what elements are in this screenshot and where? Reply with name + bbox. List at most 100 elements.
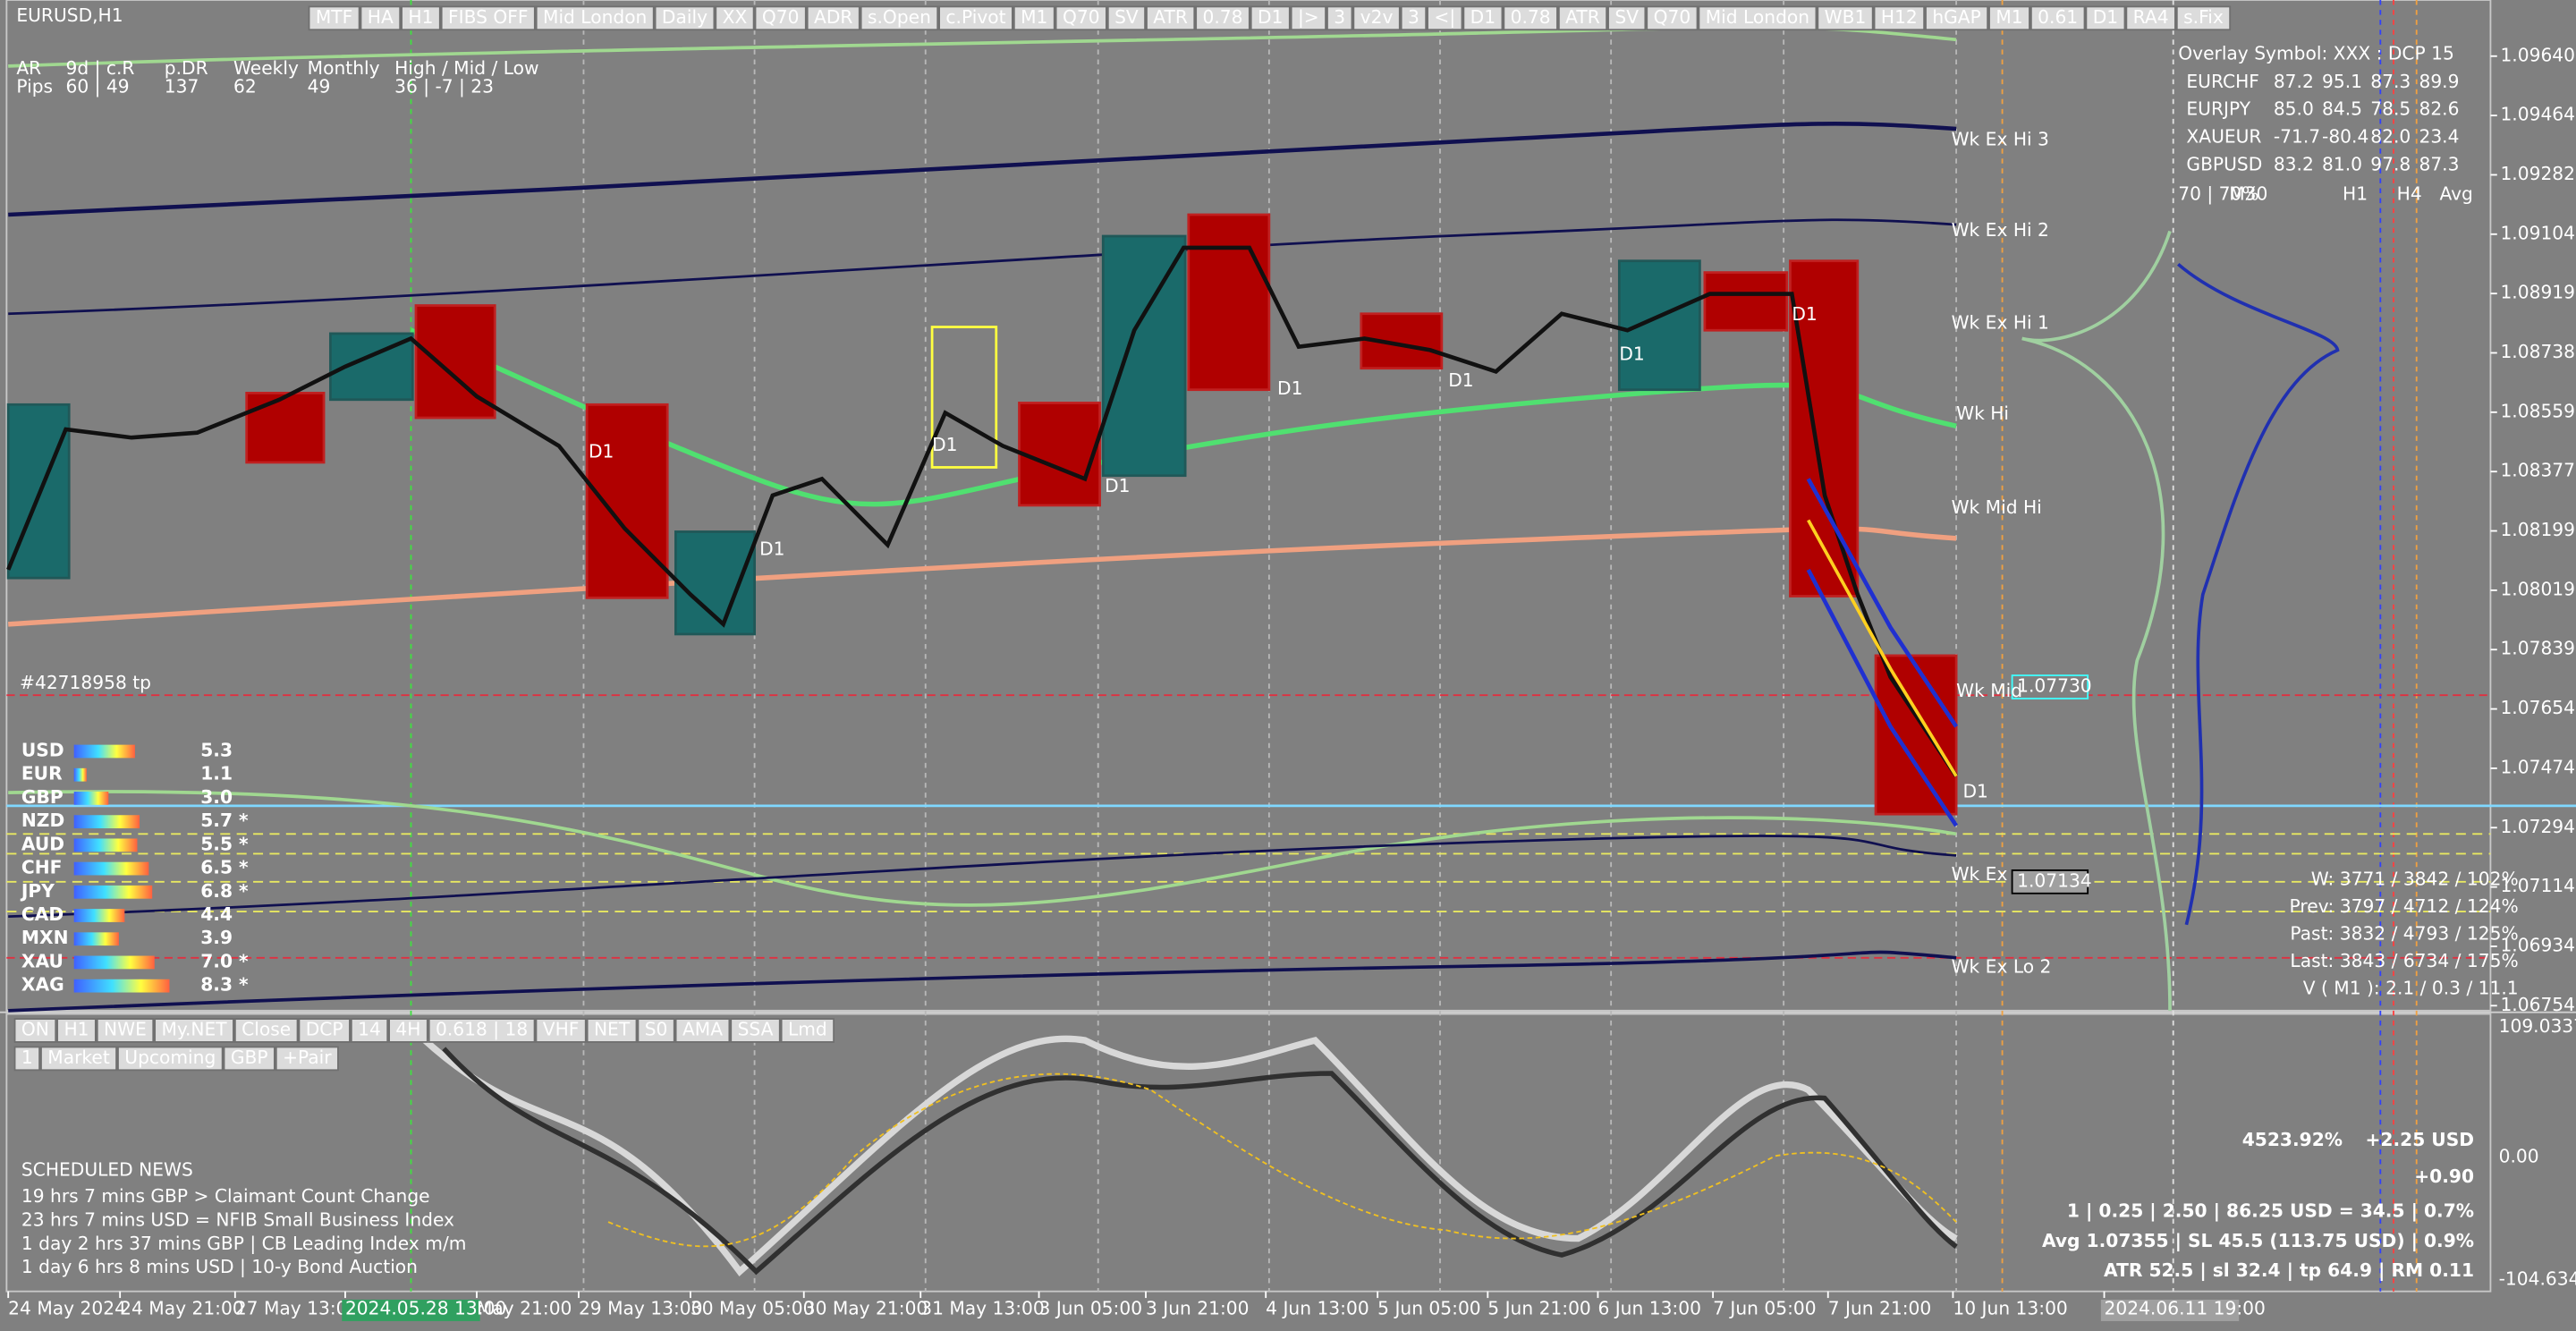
toolbar-button[interactable] <box>535 1018 587 1043</box>
toolbar-button-label[interactable]: s.Fix <box>2183 6 2224 28</box>
toolbar-button-label[interactable]: Q70 <box>762 6 800 28</box>
toolbar-button[interactable] <box>350 1018 389 1043</box>
toolbar-button[interactable] <box>1250 5 1291 31</box>
toolbar-button-label[interactable]: 4H <box>395 1018 420 1039</box>
toolbar-button[interactable] <box>1607 5 1647 31</box>
toolbar-button-label[interactable]: RA4 <box>2133 6 2169 28</box>
toolbar-button[interactable] <box>637 1018 675 1043</box>
toolbar-button-label[interactable]: <| <box>1434 6 1455 28</box>
toolbar-button-label[interactable]: Upcoming <box>124 1047 216 1068</box>
toolbar-button-label[interactable]: |> <box>1298 6 1319 28</box>
toolbar-button[interactable] <box>96 1018 155 1043</box>
toolbar-button[interactable] <box>401 5 441 31</box>
toolbar-button-label[interactable]: Mid London <box>543 6 647 28</box>
toolbar-button[interactable] <box>1925 5 1989 31</box>
toolbar-button-label[interactable]: ON <box>21 1018 49 1039</box>
toolbar-button[interactable] <box>13 1046 41 1072</box>
toolbar-button-label[interactable]: M1 <box>1021 6 1047 28</box>
toolbar-button-label[interactable]: DCP <box>306 1018 343 1039</box>
toolbar-button[interactable] <box>2085 5 2126 31</box>
toolbar-button[interactable] <box>233 1018 299 1043</box>
toolbar-button-label[interactable]: c.Pivot <box>945 6 1005 28</box>
toolbar-button-label[interactable]: S0 <box>645 1018 668 1039</box>
toolbar-button-label[interactable]: 0.78 <box>1511 6 1551 28</box>
toolbar-button-label[interactable]: Q70 <box>1654 6 1691 28</box>
toolbar-button[interactable] <box>2175 5 2232 31</box>
toolbar-button[interactable] <box>1146 5 1196 31</box>
toolbar-button-label[interactable]: M1 <box>1996 6 2022 28</box>
toolbar-button[interactable] <box>308 5 360 31</box>
toolbar-button[interactable] <box>388 1018 428 1043</box>
toolbar-button-label[interactable]: NET <box>594 1018 631 1039</box>
toolbar-button-label[interactable]: GBP <box>231 1047 268 1068</box>
toolbar-button-label[interactable]: WB1 <box>1825 6 1867 28</box>
toolbar-button-label[interactable]: 3 <box>1334 6 1345 28</box>
toolbar-button[interactable] <box>806 5 860 31</box>
toolbar-button-label[interactable]: NWE <box>104 1018 147 1039</box>
toolbar-button[interactable] <box>654 5 716 31</box>
toolbar-button[interactable] <box>1988 5 2030 31</box>
toolbar-button[interactable] <box>298 1018 351 1043</box>
toolbar-button-label[interactable]: H12 <box>1881 6 1918 28</box>
toolbar-button[interactable] <box>730 1018 781 1043</box>
toolbar-button[interactable] <box>223 1046 275 1072</box>
toolbar-button[interactable] <box>586 1018 638 1043</box>
toolbar-button[interactable] <box>674 1018 731 1043</box>
toolbar-button-label[interactable]: D1 <box>1470 6 1496 28</box>
toolbar-button-label[interactable]: ADR <box>814 6 852 28</box>
toolbar-button[interactable] <box>13 1018 57 1043</box>
toolbar-button[interactable] <box>360 5 402 31</box>
toolbar-button[interactable] <box>428 1018 536 1043</box>
toolbar-button-label[interactable]: HA <box>368 6 394 28</box>
toolbar-button[interactable] <box>1646 5 1699 31</box>
toolbar-button[interactable] <box>275 1046 339 1072</box>
toolbar-button[interactable] <box>860 5 939 31</box>
toolbar-button[interactable] <box>715 5 755 31</box>
toolbar-button-label[interactable]: My.NET <box>161 1018 227 1039</box>
toolbar-button[interactable] <box>938 5 1013 31</box>
toolbar-button[interactable] <box>1013 5 1055 31</box>
toolbar-button-label[interactable]: 3 <box>1408 6 1419 28</box>
toolbar-button-label[interactable]: D1 <box>1258 6 1283 28</box>
toolbar-button-label[interactable]: 0.61 <box>2038 6 2078 28</box>
toolbar-button-label[interactable]: Market <box>47 1047 110 1068</box>
toolbar-button[interactable] <box>117 1046 224 1072</box>
toolbar-button[interactable] <box>1290 5 1327 31</box>
toolbar-button-label[interactable]: 0.618 | 18 <box>436 1018 528 1039</box>
toolbar-button[interactable] <box>1873 5 1926 31</box>
toolbar-button-label[interactable]: VHF <box>543 1018 580 1039</box>
toolbar-button-label[interactable]: D1 <box>2093 6 2118 28</box>
toolbar-button[interactable] <box>1503 5 1558 31</box>
toolbar-button-label[interactable]: Q70 <box>1063 6 1100 28</box>
toolbar-button-label[interactable]: 14 <box>358 1018 381 1039</box>
toolbar-button-label[interactable]: SSA <box>738 1018 774 1039</box>
toolbar-button[interactable] <box>2029 5 2086 31</box>
toolbar-button[interactable] <box>154 1018 234 1043</box>
toolbar-button[interactable] <box>754 5 807 31</box>
toolbar-button-label[interactable]: H1 <box>408 6 433 28</box>
toolbar-button[interactable] <box>1352 5 1401 31</box>
toolbar-button[interactable] <box>2125 5 2176 31</box>
toolbar-button[interactable] <box>440 5 536 31</box>
toolbar-button-label[interactable]: SV <box>1114 6 1139 28</box>
toolbar-button-label[interactable]: Daily <box>662 6 708 28</box>
toolbar-button-label[interactable]: +Pair <box>283 1047 332 1068</box>
toolbar-button-label[interactable]: 0.78 <box>1202 6 1242 28</box>
toolbar-button-label[interactable]: v2v <box>1360 6 1394 28</box>
toolbar-button-label[interactable]: Mid London <box>1706 6 1809 28</box>
toolbar-button-label[interactable]: Lmd <box>788 1018 827 1039</box>
toolbar-button-label[interactable]: AMA <box>682 1018 723 1039</box>
toolbar-button[interactable] <box>780 1018 835 1043</box>
toolbar-button-label[interactable]: s.Open <box>868 6 931 28</box>
toolbar-button[interactable] <box>535 5 655 31</box>
toolbar-button-label[interactable]: SV <box>1614 6 1639 28</box>
toolbar-button[interactable] <box>1106 5 1147 31</box>
toolbar-button[interactable] <box>1698 5 1818 31</box>
toolbar-button-label[interactable]: ATR <box>1565 6 1600 28</box>
toolbar-button-label[interactable]: MTF <box>316 6 352 28</box>
toolbar-button-label[interactable]: hGAP <box>1932 6 1980 28</box>
toolbar-button[interactable] <box>40 1046 118 1072</box>
toolbar-button-label[interactable]: ATR <box>1153 6 1188 28</box>
toolbar-button[interactable] <box>1400 5 1428 31</box>
toolbar-button-label[interactable]: H1 <box>64 1018 89 1039</box>
